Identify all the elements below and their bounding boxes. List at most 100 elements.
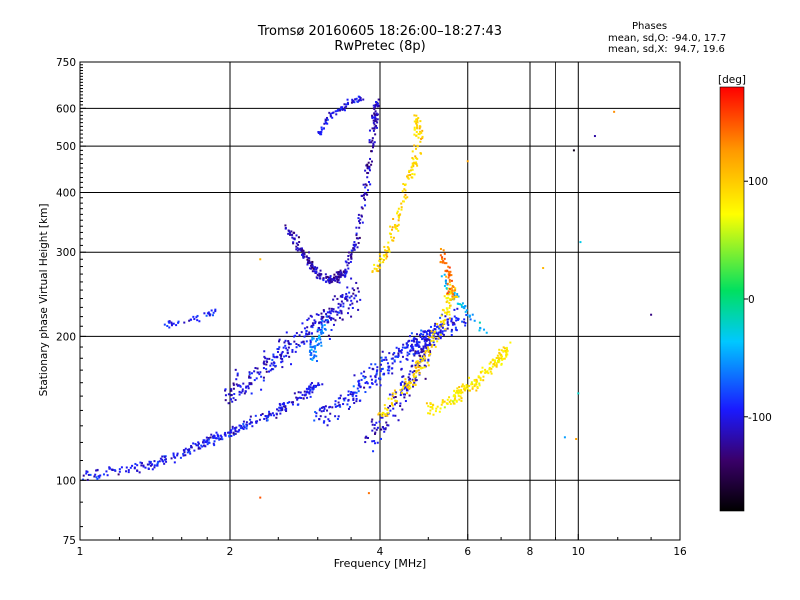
data-point <box>270 414 273 417</box>
data-point <box>321 324 324 327</box>
data-point <box>151 468 154 471</box>
data-point <box>457 389 460 392</box>
data-point <box>345 292 348 295</box>
data-point <box>345 270 348 273</box>
data-point <box>414 343 417 346</box>
data-point <box>260 388 263 391</box>
y-axis-label: Stationary phase Virtual Height [km] <box>38 203 50 397</box>
data-point <box>468 315 471 318</box>
data-point <box>461 383 464 386</box>
data-point <box>290 233 293 236</box>
data-point <box>199 447 202 450</box>
data-point <box>265 368 268 371</box>
data-point <box>329 114 332 117</box>
data-point <box>411 378 414 381</box>
data-point <box>429 343 432 346</box>
data-point <box>333 277 336 280</box>
data-point <box>448 279 451 282</box>
data-point <box>419 140 422 143</box>
data-point <box>416 127 419 130</box>
data-point <box>371 146 374 149</box>
data-point <box>311 322 314 325</box>
data-point <box>310 381 313 384</box>
data-point <box>307 391 310 394</box>
data-point <box>208 313 211 316</box>
data-point <box>210 433 213 436</box>
data-point <box>146 463 149 466</box>
data-point <box>325 275 328 278</box>
data-point <box>315 412 318 415</box>
data-point <box>358 222 361 225</box>
data-point <box>315 355 318 358</box>
data-point <box>295 343 298 346</box>
data-point <box>353 289 356 292</box>
data-point <box>286 352 289 355</box>
data-point <box>498 351 501 354</box>
data-point <box>404 193 407 196</box>
data-point <box>287 232 290 235</box>
data-point <box>351 302 354 305</box>
data-point <box>421 355 424 358</box>
data-point <box>230 389 233 392</box>
data-point <box>172 454 175 457</box>
data-point <box>319 269 322 272</box>
data-point <box>245 386 248 389</box>
data-point <box>108 467 111 470</box>
data-point <box>311 388 314 391</box>
data-point <box>406 392 409 395</box>
data-point <box>443 252 446 255</box>
y-tick-label: 100 <box>56 475 76 487</box>
data-point <box>402 343 405 346</box>
data-point <box>387 406 390 409</box>
data-point <box>479 377 482 380</box>
data-point <box>168 321 171 324</box>
data-point <box>330 307 333 310</box>
data-point <box>387 372 390 375</box>
data-point <box>411 165 414 168</box>
data-point <box>372 107 375 110</box>
data-point <box>207 437 210 440</box>
data-point <box>376 118 379 121</box>
data-point <box>471 313 474 316</box>
data-point <box>364 436 367 439</box>
data-point <box>233 432 236 435</box>
data-point <box>447 293 450 296</box>
data-point <box>442 320 445 323</box>
data-point <box>350 277 353 280</box>
data-point <box>367 167 370 170</box>
data-point <box>306 258 309 261</box>
data-point <box>450 274 453 277</box>
data-point <box>305 387 308 390</box>
data-point <box>443 257 446 260</box>
data-point <box>423 355 426 358</box>
data-point <box>441 257 444 260</box>
data-point <box>406 196 409 199</box>
data-point <box>345 103 348 106</box>
data-point <box>454 289 457 292</box>
data-point <box>315 313 318 316</box>
data-point <box>411 173 414 176</box>
data-point <box>341 106 344 109</box>
data-point <box>426 346 429 349</box>
data-point <box>362 194 365 197</box>
data-point <box>383 372 386 375</box>
data-point <box>348 405 351 408</box>
data-point <box>418 372 421 375</box>
data-point <box>302 249 305 252</box>
data-point <box>400 206 403 209</box>
data-point <box>331 278 334 281</box>
data-point <box>96 468 99 471</box>
data-point <box>421 348 424 351</box>
data-point <box>368 129 371 132</box>
data-point <box>392 353 395 356</box>
data-point <box>182 454 185 457</box>
data-point <box>317 337 320 340</box>
data-point <box>412 339 415 342</box>
data-point <box>206 443 209 446</box>
data-point <box>407 382 410 385</box>
data-point <box>319 407 322 410</box>
data-point <box>388 365 391 368</box>
data-point <box>385 413 388 416</box>
data-point <box>172 322 175 325</box>
data-point <box>332 298 335 301</box>
